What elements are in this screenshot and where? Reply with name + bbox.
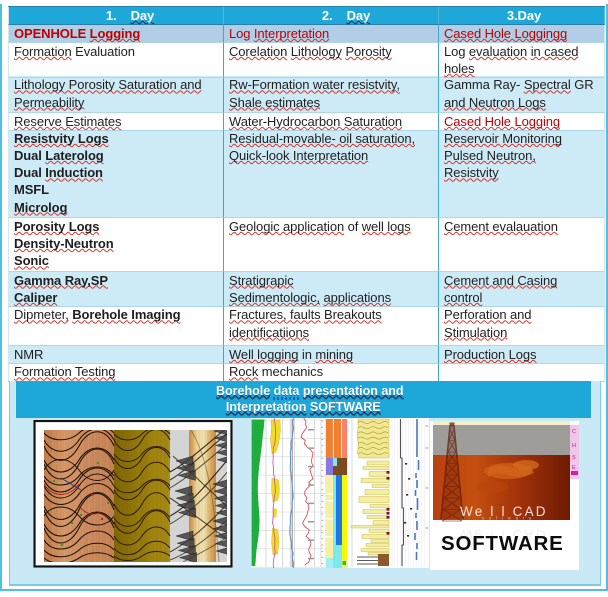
svg-text:We l l CAD: We l l CAD <box>460 504 548 519</box>
svg-text:SOFTWARE: SOFTWARE <box>441 532 564 555</box>
svg-text:We l l CAD: We l l CAD <box>460 527 548 542</box>
svg-text:S: S <box>572 455 576 461</box>
svg-text:C: C <box>572 429 576 435</box>
svg-text:E: E <box>572 465 576 471</box>
svg-text:H: H <box>572 443 576 449</box>
svg-text:s o f t w a r e: s o f t w a r e <box>482 516 533 521</box>
